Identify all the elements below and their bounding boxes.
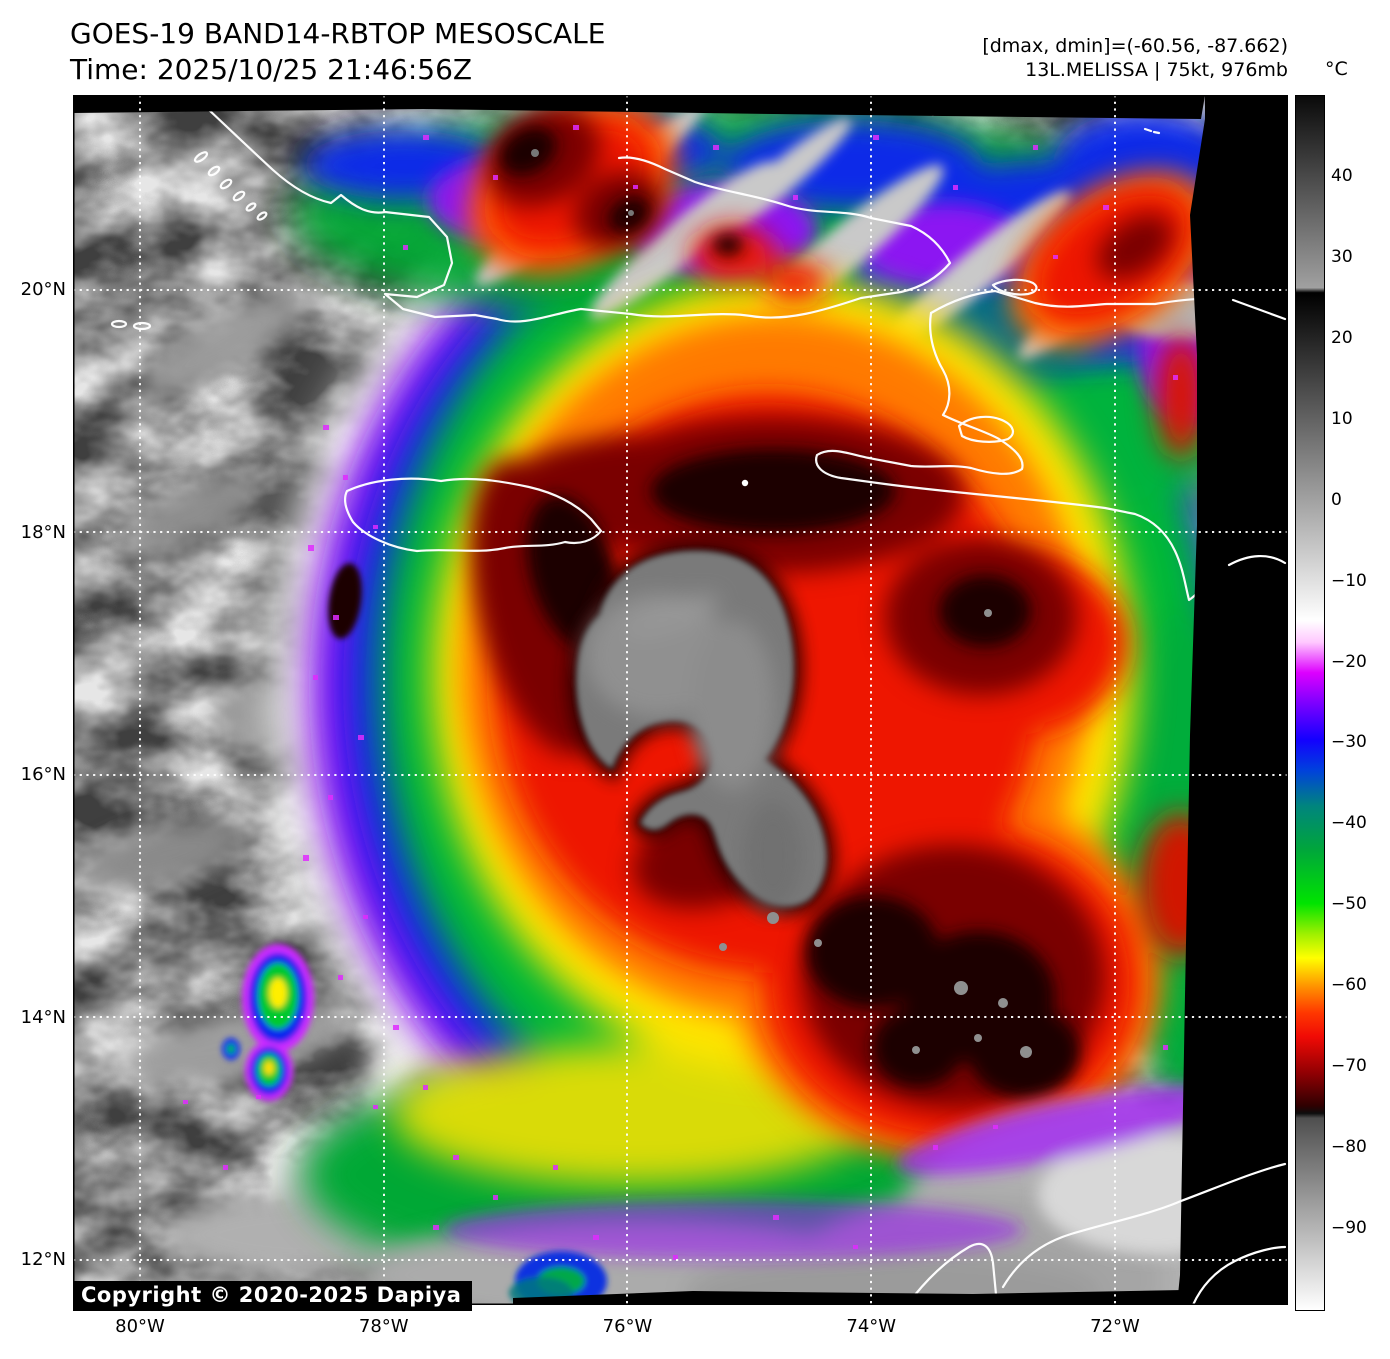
product-title: GOES-19 BAND14-RBTOP MESOSCALE (70, 17, 606, 50)
overshoot-gray-dots (531, 149, 1032, 1058)
longitude-label: 80°W (115, 1316, 165, 1337)
colorbar-tick-label: −60 (1331, 975, 1367, 996)
dmax-dmin-readout: [dmax, dmin]=(-60.56, -87.662) (982, 35, 1288, 57)
latitude-label: 14°N (20, 1006, 66, 1028)
longitude-label: 76°W (602, 1316, 653, 1337)
coastlines-over-nodata (1179, 298, 1287, 1305)
magenta-speckles (183, 125, 1218, 1260)
colorbar-unit-label: °C (1325, 58, 1348, 80)
map-border (73, 95, 1288, 1305)
colorbar-tick-label: −80 (1331, 1137, 1367, 1158)
colorbar-tick-label: −20 (1331, 651, 1367, 672)
colorbar-tick-label: −30 (1331, 732, 1367, 753)
satellite-map (73, 95, 1288, 1305)
hispaniola-south-coast (815, 311, 1287, 602)
grid-lines (73, 95, 1288, 1305)
white-speck (741, 479, 749, 487)
storm-id-intensity: 13L.MELISSA | 75kt, 976mb (1025, 59, 1288, 81)
colorbar-tick-label: −50 (1331, 894, 1367, 915)
colorbar-tick-label: 20 (1331, 327, 1353, 348)
colorbar-tick-label: 10 (1331, 408, 1353, 429)
cay-islands (110, 151, 268, 331)
scan-edge-no-data (73, 95, 1288, 1305)
gonave-island (957, 415, 1014, 443)
timestamp: Time: 2025/10/25 21:46:56Z (70, 53, 473, 86)
satellite-map-image (73, 95, 1288, 1305)
latitude-label: 18°N (20, 521, 66, 543)
jamaica-coastline (343, 477, 603, 553)
colorbar (1295, 95, 1325, 1311)
image-title: GOES-19 BAND14-RBTOP MESOSCALE Time: 2025… (70, 16, 605, 88)
colorbar-tick-label: −10 (1331, 570, 1367, 591)
colorbar-tick-label: 40 (1331, 165, 1353, 186)
colorbar-tick-label: 30 (1331, 246, 1353, 267)
hurricane-eye-region (567, 541, 836, 916)
colorbar-tick-label: −70 (1331, 1056, 1367, 1077)
southwest-cells (222, 944, 607, 1305)
cuba-coastline (191, 95, 952, 323)
latitude-label: 16°N (20, 764, 66, 785)
latitude-label: 12°N (20, 1249, 66, 1270)
colorbar-tick-label: −90 (1331, 1218, 1367, 1239)
longitude-label: 78°W (358, 1316, 409, 1337)
copyright-badge: Copyright © 2020-2025 Dapiya (73, 1281, 473, 1311)
colorbar-tick-label: 0 (1331, 489, 1342, 510)
longitude-label: 74°W (846, 1316, 897, 1337)
latitude-label: 20°N (20, 279, 66, 300)
tortuga-island (991, 278, 1038, 296)
longitude-label: 72°W (1090, 1316, 1140, 1337)
storm-info: [dmax, dmin]=(-60.56, -87.662) 13L.MELISS… (982, 34, 1288, 82)
colorbar-tick-label: −40 (1331, 813, 1367, 834)
